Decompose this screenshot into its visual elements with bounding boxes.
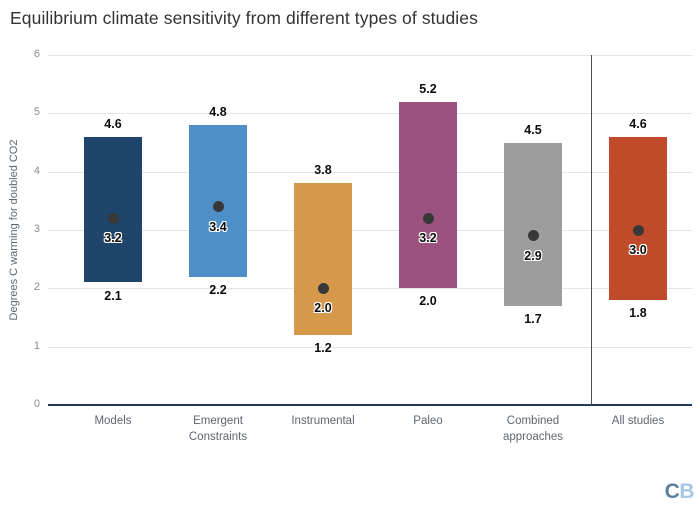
category-label-line: Emergent (193, 415, 243, 427)
bar-models (84, 136, 142, 283)
bar-low-label: 1.7 (524, 311, 542, 326)
bar-low-label: 1.2 (314, 341, 332, 355)
bar-high-label: 3.8 (314, 163, 332, 178)
bar-combined-approaches (504, 142, 562, 306)
best-estimate-dot (632, 224, 644, 236)
gridline (48, 113, 692, 115)
gridline (48, 171, 692, 173)
category-label-line: approaches (502, 431, 564, 443)
category-label-instrumental: Instrumental (268, 413, 378, 429)
bar-all-studies (609, 136, 667, 300)
chart-title: Equilibrium climate sensitivity from dif… (10, 8, 478, 28)
bar-low-label: 2.1 (104, 288, 122, 303)
best-estimate-dot (317, 282, 329, 294)
category-label-line: All studies (611, 415, 665, 427)
bar-low-label: 2.0 (419, 294, 437, 309)
gridline (48, 55, 692, 56)
y-tick-label: 0 (33, 398, 40, 410)
gridline (48, 346, 692, 348)
category-label-line: Instrumental (291, 415, 355, 427)
y-tick-label: 5 (33, 106, 40, 119)
bar-low-label: 2.2 (209, 282, 227, 297)
gridline (48, 230, 692, 231)
bar-high-label: 4.8 (209, 105, 227, 119)
y-tick-label: 6 (33, 48, 40, 60)
best-estimate-dot (107, 212, 119, 224)
bar-paleo (399, 101, 457, 289)
bar-best-label: 3.4 (209, 219, 227, 234)
bar-instrumental (294, 183, 352, 335)
y-tick-label: 3 (33, 223, 40, 235)
logo-letter-b: B (679, 480, 694, 503)
x-axis-baseline (48, 404, 692, 406)
bar-high-label: 5.2 (419, 81, 437, 96)
category-label-line: Models (94, 415, 132, 427)
bar-high-label: 4.6 (104, 116, 122, 131)
series-divider (590, 55, 592, 405)
best-estimate-dot (212, 201, 224, 213)
category-label-emergent-constraints: Emergent Constraints (163, 413, 273, 445)
bar-best-label: 2.9 (524, 248, 542, 263)
bar-best-label: 3.0 (629, 243, 647, 257)
category-label-line: Paleo (413, 415, 443, 427)
category-label-line: Constraints (188, 431, 248, 443)
category-label-paleo: Paleo (373, 413, 483, 429)
best-estimate-dot (422, 212, 434, 224)
y-tick-label: 1 (33, 339, 40, 352)
bar-high-label: 4.5 (524, 122, 542, 137)
category-label-models: Models (58, 413, 168, 429)
bar-high-label: 4.6 (629, 116, 647, 131)
logo-letter-c: C (664, 480, 680, 503)
category-label-combined-approaches: Combined approaches (478, 413, 588, 445)
bar-low-label: 1.8 (629, 306, 647, 320)
bar-best-label: 3.2 (104, 231, 122, 246)
y-tick-label: 2 (33, 281, 40, 294)
best-estimate-dot (527, 230, 539, 242)
y-tick-label: 4 (33, 164, 40, 177)
bar-emergent-constraints (189, 125, 247, 277)
carbonbrief-logo: CB (664, 480, 695, 504)
category-label-all-studies: All studies (583, 413, 693, 429)
bar-best-label: 3.2 (419, 231, 437, 246)
gridline (48, 288, 692, 290)
category-label-line: Combined (506, 415, 560, 427)
plot-area: 0 1 2 3 4 5 6 4.6 2.1 3.2 Models 4.8 2.2 3.4 Emergent C… (34, 48, 692, 443)
bar-best-label: 2.0 (314, 301, 332, 316)
